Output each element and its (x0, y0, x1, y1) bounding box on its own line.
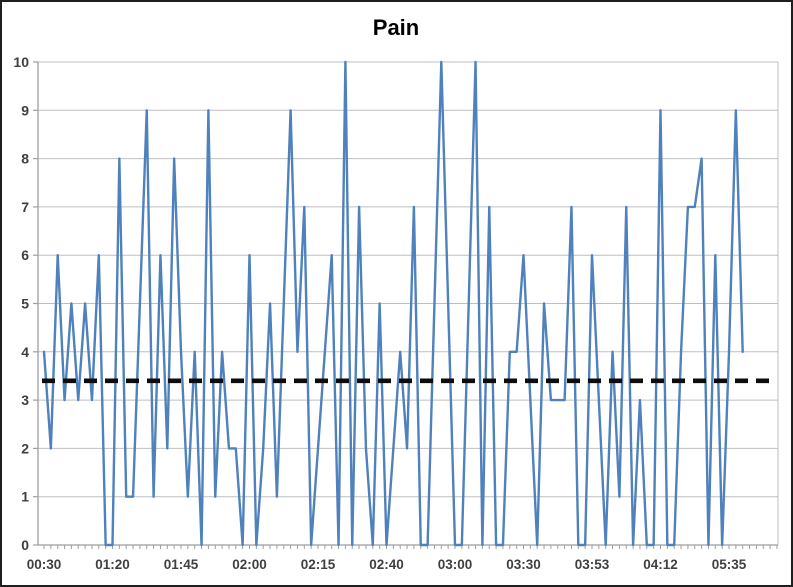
x-tick-label: 02:00 (232, 557, 267, 572)
y-tick-label: 8 (21, 151, 29, 167)
y-tick-label: 0 (21, 537, 29, 553)
y-tick-label: 3 (21, 392, 29, 408)
x-tick-label: 03:00 (438, 557, 473, 572)
axis-tick-labels: 0 1 2 3 4 5 6 7 8 9 10 00:30 01:20 01:45 02:00 02:15 02:… (13, 54, 746, 572)
x-tick-label: 01:45 (164, 557, 199, 572)
chart-title: Pain (373, 15, 419, 40)
y-tick-label: 4 (21, 344, 29, 360)
x-tick-label: 00:30 (27, 557, 62, 572)
x-tick-label: 02:15 (301, 557, 336, 572)
y-tick-label: 1 (21, 489, 29, 505)
x-tick-label: 03:53 (575, 557, 610, 572)
y-tick-label: 7 (21, 199, 29, 215)
x-tick-label: 05:35 (712, 557, 747, 572)
y-tick-label: 6 (21, 247, 29, 263)
x-tick-label: 02:40 (369, 557, 404, 572)
x-tick-label: 04:12 (643, 557, 678, 572)
y-tick-label: 2 (21, 440, 29, 456)
y-tick-label: 10 (13, 54, 29, 70)
y-tick-label: 5 (21, 296, 29, 312)
pain-series-polyline (42, 60, 744, 547)
pain-series-line (42, 60, 744, 547)
x-tick-label: 01:20 (95, 557, 130, 572)
x-tick-label: 03:30 (506, 557, 541, 572)
y-tick-label: 9 (21, 102, 29, 118)
